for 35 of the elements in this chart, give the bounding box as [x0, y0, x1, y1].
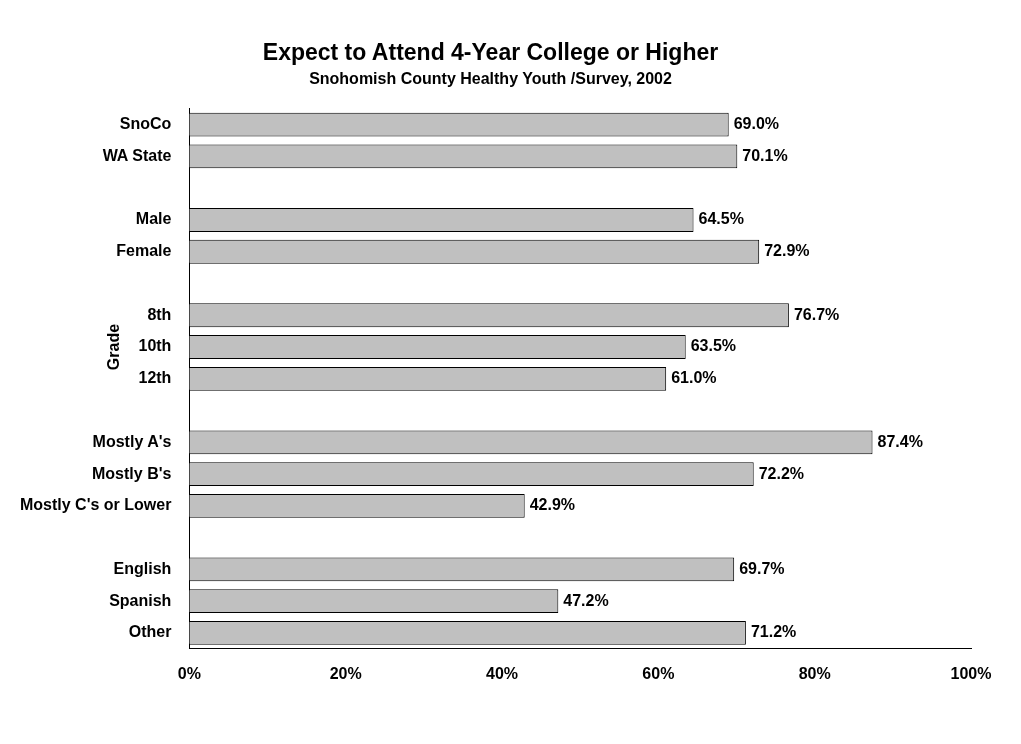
y-tick-label: 10th: [138, 337, 172, 355]
x-tick-label: 0%: [177, 664, 201, 682]
y-tick-label: English: [113, 559, 172, 577]
y-tick-label: 12th: [138, 369, 172, 387]
x-tick-label: 40%: [486, 664, 519, 682]
data-label: 87.4%: [877, 432, 923, 450]
chart-subtitle: Snohomish County Healthy Youth /Survey, 2002: [309, 69, 672, 87]
x-tick-label: 20%: [329, 664, 362, 682]
data-label: 64.5%: [698, 210, 744, 228]
data-label: 76.7%: [793, 305, 840, 323]
data-label: 69.0%: [733, 115, 780, 133]
chart-title: Expect to Attend 4-Year College or Higher: [262, 39, 719, 66]
y-tick-label: Spanish: [109, 591, 172, 609]
data-label: 42.9%: [529, 496, 576, 514]
y-tick-label: WA State: [102, 146, 172, 164]
data-label: 72.9%: [764, 242, 810, 260]
x-tick-label: 100%: [950, 664, 992, 682]
y-tick-label: Mostly A's: [92, 432, 172, 450]
data-label: 47.2%: [563, 591, 609, 609]
y-tick-label: SnoCo: [119, 115, 172, 133]
y-tick-label: Female: [116, 242, 172, 260]
y-tick-label: Male: [135, 210, 172, 228]
data-label: 69.7%: [739, 559, 785, 577]
data-label: 72.2%: [758, 464, 805, 482]
data-label: 70.1%: [742, 146, 788, 164]
y-tick-label: Mostly B's: [92, 464, 172, 482]
y-tick-label: 8th: [147, 305, 172, 323]
y-tick-label: Other: [128, 623, 172, 641]
y-tick-label: Mostly C's or Lower: [19, 496, 172, 514]
data-label: 63.5%: [690, 337, 737, 355]
x-tick-label: 60%: [642, 664, 675, 682]
text: Grade: [104, 323, 122, 371]
x-tick-label: 80%: [798, 664, 831, 682]
data-label: 61.0%: [671, 369, 717, 387]
data-label: 71.2%: [750, 623, 797, 641]
